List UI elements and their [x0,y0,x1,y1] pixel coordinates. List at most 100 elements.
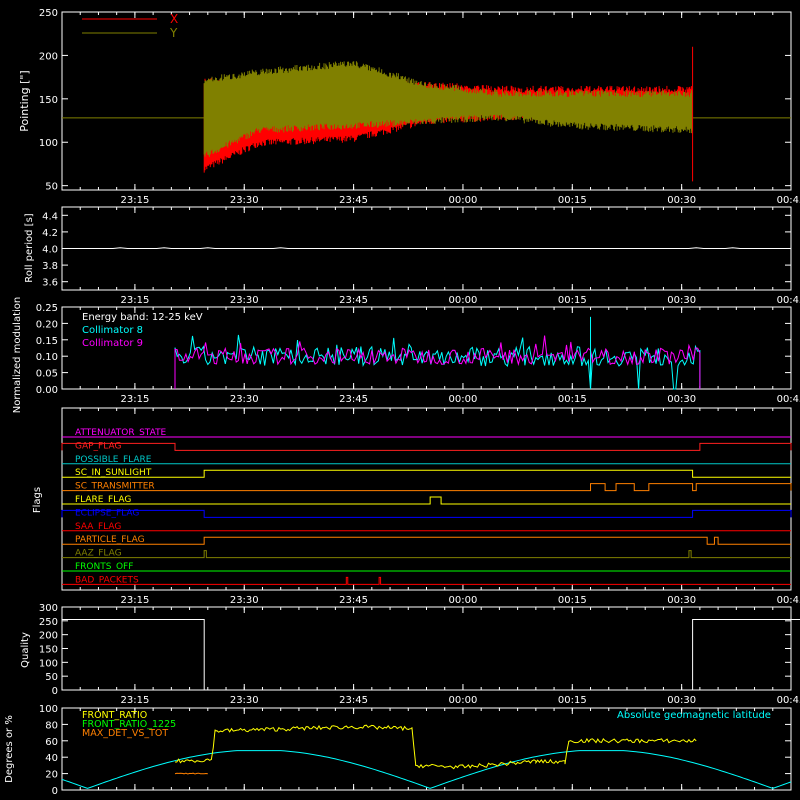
x-tick-label: 00:30 [667,695,696,706]
y-tick-label: 0.05 [36,369,58,380]
front-ratio-line [175,724,697,770]
x-tick-label: 00:30 [667,394,696,405]
roll-ylabel: Roll period [s] [24,213,35,282]
pointing-panel: 23:15 23:30 23:45 00:00 00:15 00:30 00:45 50 100… [18,8,800,206]
quality-panel: 23:15 23:30 23:45 00:00 00:15 00:30 00:45 0 50 10… [20,603,800,706]
x-tick-label: 00:45 [777,295,800,306]
flag-line-aaz_flag [62,550,791,559]
x-tick-label: 23:15 [120,195,149,206]
x-tick-label: 00:30 [667,195,696,206]
x-tick-label: 00:15 [558,595,587,606]
geomag-latitude-line [61,750,792,789]
flag-label-aaz_flag: AAZ_FLAG [75,549,122,559]
y-tick-label: 100 [39,704,58,715]
quality-data [62,619,800,691]
quality-line [62,619,800,691]
y-tick-label: 3.8 [42,261,58,272]
flag-line-gap_flag [61,442,792,451]
x-tick-label: 23:15 [120,295,149,306]
y-tick-label: 20 [45,770,58,781]
x-tick-label: 23:30 [230,595,259,606]
y-tick-label: 0.25 [36,303,58,314]
ratio-ylabel: Degrees or % [4,715,15,783]
roll-data [62,247,791,249]
y-tick-label: 100 [39,658,58,669]
max-det-line [174,772,208,775]
y-tick-label: 0.00 [36,385,58,396]
roll-ticks: 23:15 23:30 23:45 00:00 00:15 00:30 00:45 3.6 3.… [42,207,800,306]
x-tick-label: 00:00 [449,394,478,405]
quality-ylabel: Quality [20,632,31,668]
y-tick-label: 4.0 [42,245,58,256]
y-tick-label: 0.10 [36,352,58,363]
flag-label-flare_flag: FLARE_FLAG [75,495,131,505]
x-tick-label: 00:45 [777,595,800,606]
flag-line-sc_transmitter [62,483,792,492]
x-tick-label: 00:30 [667,595,696,606]
y-tick-label: 4.4 [42,211,58,222]
legend-y-label: Y [169,26,178,40]
legend-x-label: X [170,12,178,26]
max-det-legend: MAX_DET_VS_TOT [82,728,168,739]
modulation-ylabel: Normalized modulation [12,297,23,414]
x-tick-label: 00:00 [449,595,478,606]
pointing-ylabel: Pointing ["] [18,70,31,131]
flag-label-attenuator_state: ATTENUATOR_STATE [75,428,167,438]
y-tick-label: 50 [45,672,58,683]
geomag-latitude-legend: Absolute geomagnetic latitude [617,710,771,721]
front-ratio-1225-legend: FRONT_RATIO_1225 [82,719,176,730]
modulation-ticks: 23:15 23:30 23:45 00:00 00:15 00:30 00:45 0.00 0… [36,303,800,405]
x-tick-label: 00:15 [558,195,587,206]
flag-line-eclipse_flag [61,509,792,518]
pointing-series-Y [203,61,693,157]
quality-ticks: 23:15 23:30 23:45 00:00 00:15 00:30 00:45 0 50 10… [39,603,800,706]
x-tick-label: 23:15 [120,595,149,606]
x-tick-label: 23:30 [230,295,259,306]
x-tick-label: 00:15 [558,394,587,405]
flags-panel: 23:15 23:30 23:45 00:00 00:15 00:30 00:45 ATTE… [32,407,800,606]
flag-label-sc_in_sunlight: SC_IN_SUNLIGHT [75,468,152,478]
modulation-data [174,316,701,390]
x-tick-label: 00:00 [449,695,478,706]
x-tick-label: 23:45 [339,595,368,606]
x-tick-label: 23:30 [230,195,259,206]
y-tick-label: 200 [39,631,58,642]
pointing-data [62,46,791,182]
flag-label-gap_flag: GAP_FLAG [75,441,121,451]
roll-period-line [62,247,791,249]
roll-period-panel: 23:15 23:30 23:45 00:00 00:15 00:30 00:45 3.6 3.… [24,206,800,306]
y-tick-label: 200 [39,51,58,62]
y-tick-label: 100 [39,138,58,149]
modulation-collimator-8 [174,334,701,390]
flag-line-particle_flag [62,536,791,545]
x-tick-label: 00:45 [777,195,800,206]
x-tick-label: 00:00 [449,195,478,206]
flag-line-sc_in_sunlight [62,469,791,478]
y-tick-label: 250 [39,8,58,19]
y-tick-label: 4.2 [42,228,58,239]
x-tick-label: 23:45 [339,695,368,706]
x-tick-label: 00:15 [558,295,587,306]
flag-label-saa_flag: SAA_FLAG [75,522,121,532]
y-tick-label: 0.15 [36,336,58,347]
x-tick-label: 00:45 [777,394,800,405]
flag-line-flare_flag [62,496,791,505]
flag-label-eclipse_flag: ECLIPSE_FLAG [75,508,139,518]
x-tick-label: 23:30 [230,695,259,706]
y-tick-label: 80 [45,720,58,731]
x-tick-label: 00:30 [667,295,696,306]
flag-label-possible_flare: POSSIBLE_FLARE [75,455,152,465]
flags-data: ATTENUATOR_STATE GAP_FLAG POSSIBLE_FLARE SC… [61,428,792,585]
y-tick-label: 0 [52,786,58,797]
modulation-ylabel-text: Normalized modulation [12,297,23,414]
x-tick-label: 23:30 [230,394,259,405]
x-tick-label: 23:15 [120,394,149,405]
modulation-panel: 23:15 23:30 23:45 00:00 00:15 00:30 00:45 0.00 0… [12,297,800,414]
x-tick-label: 23:45 [339,394,368,405]
energy-band-label: Energy band: 12-25 keV [82,312,203,323]
flag-label-bad_packets: BAD_PACKETS [75,575,139,585]
y-tick-label: 60 [45,737,58,748]
pointing-ticks: 23:15 23:30 23:45 00:00 00:15 00:30 00:45 50 100… [39,8,800,206]
y-tick-label: 3.6 [42,278,58,289]
